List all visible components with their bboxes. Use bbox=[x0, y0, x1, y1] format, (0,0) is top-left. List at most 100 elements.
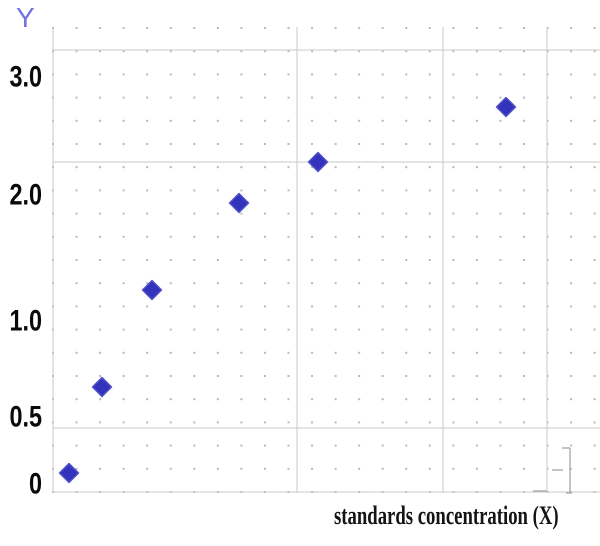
grid-dot bbox=[546, 351, 549, 354]
y-tick-label: 1.0 bbox=[9, 304, 42, 338]
grid-dot bbox=[475, 351, 478, 354]
grid-dot bbox=[263, 235, 266, 238]
grid-dot bbox=[216, 351, 219, 354]
grid-dot bbox=[570, 328, 573, 331]
grid-dot bbox=[287, 27, 290, 29]
grid-dot bbox=[523, 73, 525, 76]
grid-dot bbox=[475, 27, 478, 29]
grid-dot bbox=[570, 351, 573, 354]
grid-dot bbox=[405, 96, 408, 99]
grid-dot bbox=[193, 166, 196, 169]
grid-dot bbox=[122, 235, 125, 238]
grid-dot bbox=[263, 444, 266, 447]
grid-dot bbox=[75, 328, 78, 331]
grid-dot bbox=[75, 305, 78, 308]
grid-dot bbox=[193, 259, 196, 261]
grid-dot bbox=[593, 96, 596, 99]
grid-dot bbox=[216, 259, 219, 261]
grid-dot bbox=[570, 50, 573, 53]
grid-dot bbox=[358, 305, 361, 308]
grid-dot bbox=[452, 212, 455, 215]
grid-dot bbox=[169, 328, 172, 331]
grid-dot bbox=[146, 235, 149, 238]
grid-dot bbox=[546, 305, 549, 308]
grid-dot bbox=[193, 444, 196, 447]
grid-dot bbox=[287, 305, 290, 308]
grid-dot bbox=[523, 212, 525, 215]
grid-dot bbox=[381, 212, 384, 215]
grid-dot bbox=[593, 119, 596, 122]
grid-dot bbox=[146, 259, 149, 261]
grid-dot bbox=[99, 375, 102, 377]
grid-dot bbox=[311, 259, 314, 261]
grid-dot bbox=[146, 143, 149, 145]
grid-dot bbox=[405, 259, 408, 261]
grid-dot bbox=[499, 259, 502, 261]
grid-dot bbox=[570, 467, 573, 470]
grid-dot bbox=[263, 50, 266, 53]
grid-dot bbox=[75, 166, 78, 169]
grid-dot bbox=[523, 398, 525, 401]
grid-dot bbox=[287, 351, 290, 354]
grid-dot bbox=[475, 328, 478, 331]
grid-dot bbox=[169, 398, 172, 401]
grid-dot bbox=[99, 119, 102, 122]
data-point bbox=[228, 192, 250, 214]
grid-dot bbox=[263, 328, 266, 331]
grid-dot bbox=[193, 235, 196, 238]
grid-dot bbox=[381, 50, 384, 53]
grid-dot bbox=[311, 212, 314, 215]
grid-dot bbox=[99, 166, 102, 169]
grid-dot bbox=[570, 235, 573, 238]
grid-dot bbox=[428, 119, 431, 122]
grid-dot bbox=[452, 259, 455, 261]
grid-dot bbox=[193, 96, 196, 99]
grid-dot bbox=[169, 143, 172, 145]
grid-dot bbox=[75, 189, 78, 192]
grid-dot bbox=[523, 50, 525, 53]
grid-dot bbox=[311, 444, 314, 447]
grid-dot bbox=[405, 73, 408, 76]
grid-dot bbox=[240, 235, 243, 238]
grid-dot bbox=[240, 375, 243, 377]
grid-dot bbox=[499, 73, 502, 76]
grid-dot bbox=[216, 282, 219, 285]
grid-dot bbox=[381, 328, 384, 331]
grid-dot bbox=[523, 96, 525, 99]
grid-dot bbox=[546, 189, 549, 192]
grid-dot bbox=[523, 282, 525, 285]
grid-dot bbox=[358, 143, 361, 145]
grid-dot bbox=[75, 212, 78, 215]
grid-dot bbox=[146, 212, 149, 215]
grid-dot bbox=[334, 328, 337, 331]
grid-dot bbox=[240, 166, 243, 169]
grid-dot bbox=[334, 50, 337, 53]
grid-dot bbox=[405, 189, 408, 192]
grid-dot bbox=[358, 189, 361, 192]
grid-dot bbox=[452, 119, 455, 122]
grid-dot bbox=[99, 444, 102, 447]
grid-dot bbox=[169, 189, 172, 192]
grid-dot bbox=[523, 189, 525, 192]
grid-dot bbox=[169, 27, 172, 29]
grid-dot bbox=[75, 73, 78, 76]
grid-dot bbox=[287, 235, 290, 238]
grid-dot bbox=[381, 189, 384, 192]
grid-dot bbox=[75, 50, 78, 53]
grid-dot bbox=[193, 467, 196, 470]
grid-dot bbox=[428, 351, 431, 354]
grid-dot bbox=[169, 212, 172, 215]
grid-dot bbox=[358, 119, 361, 122]
grid-dot bbox=[334, 119, 337, 122]
grid-dot bbox=[358, 50, 361, 53]
grid-dot bbox=[169, 375, 172, 377]
grid-dot bbox=[428, 166, 431, 169]
y-tick-label: 3.0 bbox=[9, 60, 42, 94]
grid-dot bbox=[193, 212, 196, 215]
grid-dot bbox=[193, 27, 196, 29]
grid-dot bbox=[381, 259, 384, 261]
grid-dot bbox=[99, 96, 102, 99]
grid-dot bbox=[99, 421, 102, 424]
grid-dot bbox=[358, 375, 361, 377]
